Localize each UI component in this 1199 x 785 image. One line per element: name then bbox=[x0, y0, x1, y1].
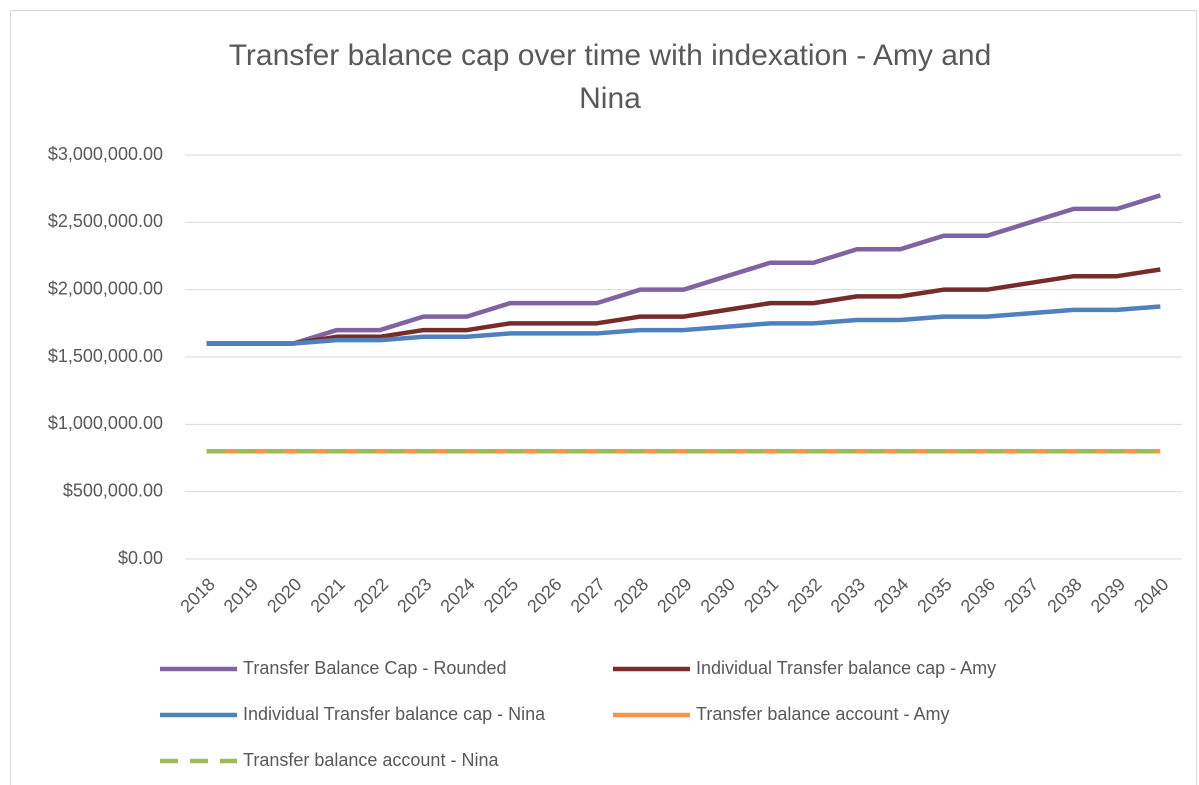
legend-label: Transfer balance account - Amy bbox=[696, 704, 949, 724]
legend-label: Individual Transfer balance cap - Nina bbox=[243, 704, 546, 724]
legend-label: Individual Transfer balance cap - Amy bbox=[696, 658, 996, 678]
chart-frame bbox=[10, 10, 1197, 785]
chart-title: Transfer balance cap over time with inde… bbox=[229, 39, 992, 115]
series-line bbox=[206, 304, 1161, 346]
y-tick-label: $1,500,000.00 bbox=[48, 346, 163, 366]
y-tick-label: $2,000,000.00 bbox=[48, 278, 163, 298]
series-line bbox=[206, 267, 1161, 346]
y-tick-label: $3,000,000.00 bbox=[48, 144, 163, 164]
y-tick-label: $2,500,000.00 bbox=[48, 211, 163, 231]
legend-label: Transfer Balance Cap - Rounded bbox=[243, 658, 506, 678]
legend-label: Transfer balance account - Nina bbox=[243, 750, 499, 770]
y-tick-label: $0.00 bbox=[118, 548, 163, 568]
series-line bbox=[206, 193, 1161, 346]
y-tick-label: $1,000,000.00 bbox=[48, 413, 163, 433]
y-tick-label: $500,000.00 bbox=[63, 480, 163, 500]
